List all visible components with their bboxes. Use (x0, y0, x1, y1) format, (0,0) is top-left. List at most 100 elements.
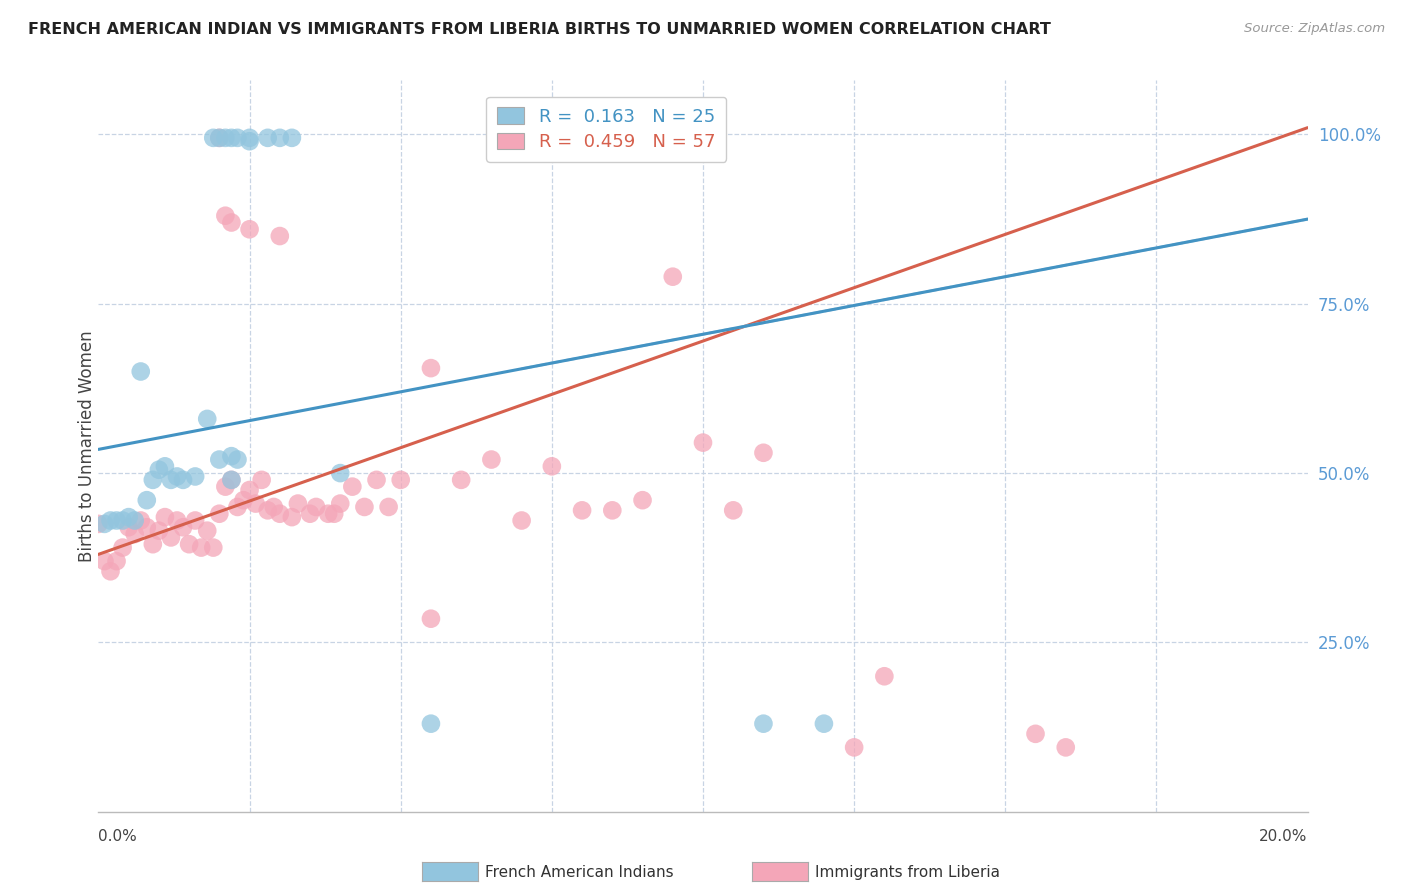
Point (844, 740, 866, 755)
Text: French American Indians: French American Indians (485, 865, 673, 880)
Point (190, 541, 212, 555)
Point (692, 435, 714, 450)
Point (135, 520, 157, 534)
Point (153, 510, 176, 524)
Point (129, 514, 152, 528)
Point (752, 446, 775, 460)
Point (602, 503, 624, 517)
Point (87, 516, 110, 531)
Point (129, 364, 152, 378)
Point (723, 503, 745, 517)
Point (239, 483, 262, 497)
Point (118, 520, 141, 534)
Point (124, 527, 146, 541)
Text: Source: ZipAtlas.com: Source: ZipAtlas.com (1244, 22, 1385, 36)
Point (208, 131, 231, 145)
Point (269, 229, 291, 244)
Point (221, 215, 243, 229)
Point (93, 516, 115, 531)
Point (184, 469, 207, 483)
Point (105, 514, 128, 528)
Point (662, 269, 685, 284)
Point (195, 524, 218, 538)
Point (323, 507, 346, 521)
Point (100, 564, 122, 578)
Point (184, 514, 207, 528)
Point (221, 473, 243, 487)
Point (214, 480, 236, 494)
Point (153, 459, 176, 474)
Point (214, 131, 236, 145)
Point (142, 473, 165, 487)
Point (281, 510, 304, 524)
Point (420, 361, 443, 376)
Point (179, 537, 201, 551)
Point (366, 473, 388, 487)
Point (202, 541, 225, 555)
Point (299, 507, 322, 521)
Point (166, 514, 188, 528)
Point (752, 716, 775, 731)
Point (510, 514, 533, 528)
Point (118, 510, 141, 524)
Point (250, 473, 273, 487)
Point (135, 493, 157, 508)
Point (105, 554, 128, 568)
Point (481, 452, 503, 467)
Point (221, 449, 243, 463)
Point (166, 469, 188, 483)
Point (342, 480, 364, 494)
Point (256, 503, 278, 517)
Point (450, 473, 472, 487)
Point (329, 466, 352, 480)
Point (239, 131, 262, 145)
Point (226, 131, 249, 145)
Point (226, 500, 249, 514)
Point (269, 507, 291, 521)
Point (195, 412, 218, 426)
Point (353, 500, 375, 514)
Point (420, 612, 443, 626)
Point (148, 463, 170, 477)
Point (208, 131, 231, 145)
Point (172, 473, 194, 487)
Point (389, 473, 412, 487)
Point (540, 459, 562, 474)
Point (269, 131, 291, 145)
Point (93, 554, 115, 568)
Point (420, 716, 443, 731)
Point (221, 131, 243, 145)
Point (245, 497, 267, 511)
Point (316, 507, 339, 521)
Text: FRENCH AMERICAN INDIAN VS IMMIGRANTS FROM LIBERIA BIRTHS TO UNMARRIED WOMEN CORR: FRENCH AMERICAN INDIAN VS IMMIGRANTS FRO… (28, 22, 1052, 37)
Point (226, 452, 249, 467)
Point (239, 222, 262, 236)
Y-axis label: Births to Unmarried Women: Births to Unmarried Women (79, 330, 96, 562)
Point (1024, 727, 1046, 741)
Point (631, 493, 654, 508)
Point (329, 497, 352, 511)
Point (873, 669, 896, 683)
Text: 20.0%: 20.0% (1260, 829, 1308, 844)
Point (111, 514, 134, 528)
Point (239, 134, 262, 148)
Point (202, 131, 225, 145)
Point (1054, 740, 1077, 755)
Point (287, 497, 309, 511)
Point (256, 131, 278, 145)
Point (111, 541, 134, 555)
Point (232, 493, 254, 508)
Point (377, 500, 399, 514)
Point (571, 503, 593, 517)
Point (813, 716, 835, 731)
Point (124, 514, 146, 528)
Point (263, 500, 285, 514)
Point (281, 131, 304, 145)
Text: Immigrants from Liberia: Immigrants from Liberia (815, 865, 1001, 880)
Text: 0.0%: 0.0% (98, 829, 138, 844)
Point (208, 507, 231, 521)
Point (172, 520, 194, 534)
Point (142, 537, 165, 551)
Point (221, 473, 243, 487)
Point (208, 452, 231, 467)
